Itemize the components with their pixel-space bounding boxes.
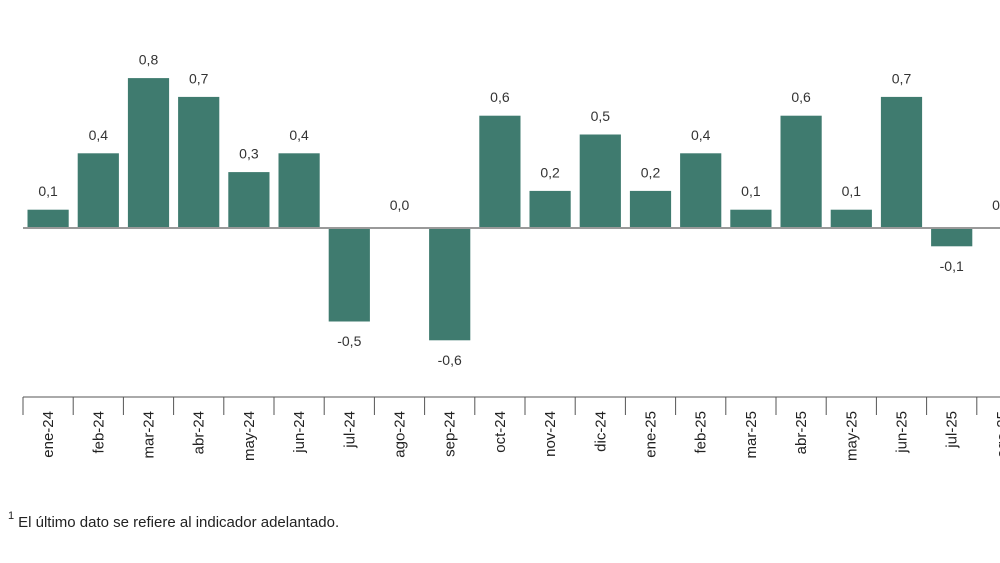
bars-group (26, 77, 974, 342)
x-tick-label-jun-25: jun-25 (894, 411, 911, 454)
value-label-feb-24: 0,4 (89, 127, 109, 143)
value-label-ene-25: 0,2 (641, 164, 661, 180)
x-tick-label-may-24: may-24 (241, 411, 258, 461)
bar-ene-24 (26, 208, 70, 229)
x-tick-label-may-25: may-25 (843, 411, 860, 461)
value-label-may-24: 0,3 (239, 146, 259, 162)
x-axis: ene-24 feb-24 mar-24 abr-24 may-24 jun-24 jul-… (22, 396, 1000, 461)
value-label-jun-24: 0,4 (289, 127, 309, 143)
x-tick-label-jul-24: jul-24 (341, 411, 358, 449)
x-tick-label-ago-24: ago-24 (392, 411, 409, 458)
value-label-mar-25: 0,1 (741, 183, 761, 199)
value-label-ene-24: 0,1 (38, 183, 58, 199)
x-tick-label-mar-25: mar-25 (743, 411, 760, 459)
bar-mar-25 (729, 208, 773, 229)
x-tick-label-mar-24: mar-24 (141, 411, 158, 459)
x-tick-label-ago-25: ago-25 (994, 411, 1000, 458)
value-label-feb-25: 0,4 (691, 127, 711, 143)
bar-jun-25 (879, 95, 924, 229)
bar-abr-24 (177, 95, 221, 229)
bar-jun-24 (277, 152, 321, 229)
footnote: 1 El último dato se refiere al indicador … (8, 510, 340, 531)
bar-jul-24 (327, 227, 371, 323)
bar-ene-25 (628, 189, 673, 229)
x-tick-label-feb-24: feb-24 (90, 411, 107, 454)
value-label-oct-24: 0,6 (490, 89, 510, 105)
value-label-dic-24: 0,5 (591, 108, 611, 124)
value-label-abr-25: 0,6 (791, 89, 811, 105)
bar-abr-25 (779, 114, 823, 229)
bar-mar-24 (126, 77, 171, 229)
bar-may-24 (227, 171, 271, 229)
value-label-ago-24: 0,0 (390, 197, 410, 213)
x-tick-label-jun-24: jun-24 (291, 411, 308, 454)
x-tick-label-feb-25: feb-25 (693, 411, 710, 454)
x-tick-label-jul-25: jul-25 (944, 411, 961, 449)
bar-may-25 (829, 208, 873, 229)
value-label-jun-25: 0,7 (892, 70, 912, 86)
bar-jul-25 (930, 227, 974, 248)
x-tick-label-sep-24: sep-24 (442, 411, 459, 457)
value-label-may-25: 0,1 (842, 183, 862, 199)
x-tick-label-abr-25: abr-25 (793, 411, 810, 454)
bar-feb-25 (679, 152, 723, 229)
x-tick-label-oct-24: oct-24 (492, 411, 509, 453)
x-tick-label-ene-25: ene-25 (643, 411, 660, 458)
value-label-abr-24: 0,7 (189, 70, 209, 86)
bar-feb-24 (76, 152, 120, 229)
bar-dic-24 (578, 133, 622, 229)
value-label-ago-25: 0,0 (992, 197, 1000, 213)
x-tick-label-dic-24: dic-24 (592, 411, 609, 452)
bar-oct-24 (478, 114, 522, 229)
value-label-sep-24: -0,6 (438, 352, 462, 368)
value-label-jul-25: -0,1 (940, 258, 964, 274)
value-label-mar-24: 0,8 (139, 52, 159, 68)
x-tick-label-ene-24: ene-24 (40, 411, 57, 458)
x-tick-label-abr-24: abr-24 (191, 411, 208, 454)
bar-sep-24 (428, 227, 472, 342)
footnote-text: El último dato se refiere al indicador a… (18, 514, 340, 531)
value-labels-group: 0,1 0,4 0,8 0,7 0,3 0,4 -0,5 0,0 -0,6 0,6 0,2 0,5 0,… (38, 52, 1000, 368)
value-label-jul-24: -0,5 (337, 333, 361, 349)
bar-nov-24 (528, 189, 572, 229)
value-label-nov-24: 0,2 (540, 164, 560, 180)
footnote-marker: 1 (8, 510, 15, 522)
x-tick-label-nov-24: nov-24 (542, 411, 559, 457)
